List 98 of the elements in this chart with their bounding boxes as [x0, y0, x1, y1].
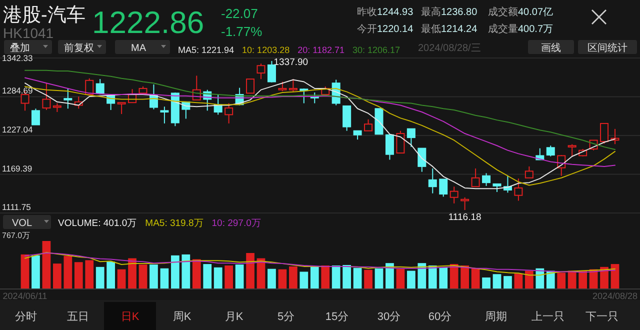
- bar: [460, 265, 469, 289]
- bar: [482, 277, 490, 289]
- text: 五日: [67, 311, 89, 323]
- annotation: 1337.90: [274, 56, 308, 68]
- bar: [289, 266, 298, 289]
- text: VOL: [12, 218, 32, 229]
- text: 区间统计: [588, 42, 628, 54]
- bar: [300, 272, 308, 289]
- bar: [20, 254, 30, 289]
- text: MA: [131, 43, 146, 54]
- bar: [182, 254, 190, 289]
- bar: [74, 262, 83, 289]
- legend: 10: 297.0万: [212, 218, 262, 229]
- text: 1222.86: [92, 5, 204, 40]
- chart-title: 港股-汽车: [3, 5, 86, 26]
- text: 叠加: [10, 42, 30, 54]
- text: 下一只: [586, 311, 618, 323]
- bar: [504, 276, 512, 289]
- text: 30分: [377, 311, 401, 323]
- bar: [106, 262, 116, 289]
- text: 前复权: [64, 42, 94, 54]
- bar: [171, 255, 180, 289]
- bar: [374, 268, 384, 289]
- text: 画线: [541, 42, 561, 54]
- text: 成交额40.07亿: [488, 6, 554, 18]
- bar: [64, 256, 72, 289]
- annotation: 1116.18: [448, 212, 482, 224]
- bar: [117, 269, 126, 289]
- text: 5分: [277, 311, 295, 323]
- bar: [568, 270, 576, 289]
- bar: [160, 268, 169, 289]
- bar: [492, 274, 502, 289]
- bar: [418, 263, 426, 289]
- text: 最低1214.24: [421, 24, 478, 35]
- y-tick-label: 1342.33: [2, 53, 33, 63]
- bar: [138, 264, 148, 289]
- bar: [85, 260, 94, 289]
- text: 767.0万: [2, 231, 30, 240]
- bar: [439, 267, 448, 289]
- text: 周K: [172, 311, 192, 323]
- x-tick-label: 2024/08/28: [592, 291, 638, 301]
- text: -1.77%: [221, 24, 263, 39]
- bar: [96, 266, 104, 289]
- text: 日K: [120, 311, 140, 323]
- legend: MA5: 319.8万: [145, 218, 204, 229]
- bar: [557, 272, 566, 289]
- bar: [396, 268, 405, 289]
- bar: [353, 268, 362, 289]
- text: 今开1220.14: [357, 23, 414, 35]
- bar: [246, 253, 254, 289]
- bar: [610, 264, 620, 289]
- bar: [53, 264, 62, 289]
- bar: [321, 265, 330, 289]
- bar: [192, 259, 201, 289]
- y-tick-label: 1111.75: [2, 202, 32, 212]
- bar: [578, 270, 587, 289]
- text: 15分: [325, 311, 349, 323]
- text: 上一只: [532, 310, 564, 323]
- legend: MA5: 1221.94: [178, 45, 234, 55]
- chart-subtitle: HK1041: [3, 25, 54, 41]
- bar: [203, 264, 212, 289]
- legend: 20: 1182.71: [298, 45, 344, 55]
- text: 昨收1244.93: [357, 6, 414, 18]
- x-tick-label: 2024/06/11: [2, 291, 48, 301]
- bar: [386, 263, 394, 289]
- bar: [32, 255, 40, 289]
- y-tick-label: 1169.39: [2, 163, 32, 174]
- bar: [450, 264, 458, 289]
- legend: 30: 1206.17: [352, 45, 400, 55]
- text: 周期: [485, 311, 507, 323]
- bar: [224, 265, 234, 289]
- text: 60分: [428, 311, 452, 323]
- bar: [235, 264, 244, 289]
- y-tick-label: 1227.04: [2, 124, 33, 134]
- bar: [471, 268, 480, 289]
- text: 成交量400.7万: [488, 23, 554, 35]
- bar: [524, 270, 534, 289]
- bar: [406, 270, 416, 289]
- bar: [128, 258, 136, 289]
- text: 分时: [15, 310, 37, 323]
- text: 2024/08/28/三: [418, 43, 481, 54]
- y-tick-label: 1284.69: [2, 86, 33, 96]
- legend: 10: 1203.28: [242, 45, 290, 55]
- bar: [332, 265, 340, 289]
- bar: [214, 267, 222, 289]
- bar: [278, 269, 287, 289]
- text: -22.07: [221, 6, 258, 21]
- bar: [310, 266, 319, 289]
- bar: [428, 265, 437, 289]
- bar: [42, 241, 51, 289]
- bar: [364, 270, 372, 289]
- text: 最高1236.80: [421, 6, 478, 18]
- bar: [514, 274, 523, 289]
- text: VOLUME: 401.0万: [58, 218, 138, 229]
- text: 月K: [224, 311, 244, 323]
- bar: [342, 265, 351, 289]
- bar: [150, 264, 158, 289]
- bar: [268, 268, 276, 289]
